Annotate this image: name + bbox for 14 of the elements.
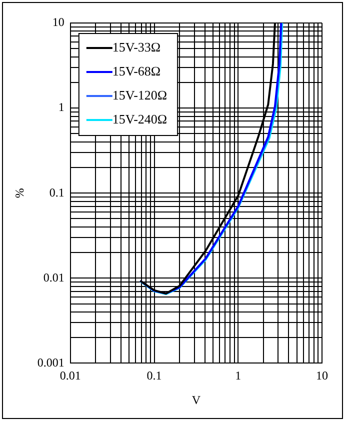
x-tick-label: 10 (316, 368, 328, 383)
y-tick-label: 0.001 (37, 355, 64, 370)
x-tick-label: 1 (235, 368, 242, 383)
y-axis-title: % (12, 188, 26, 198)
y-tick-label: 1 (58, 100, 64, 114)
x-axis-title: V (192, 392, 201, 407)
y-tick-label: 0.1 (49, 185, 64, 200)
legend-label: 15V-68Ω (112, 63, 161, 78)
y-tick-label: 0.01 (43, 270, 64, 284)
legend-label: 15V-240Ω (112, 111, 168, 126)
legend-label: 15V-33Ω (112, 39, 161, 54)
legend-label: 15V-120Ω (112, 87, 168, 102)
x-tick-label: 0.1 (146, 368, 162, 383)
y-tick-label: 10 (52, 15, 64, 30)
